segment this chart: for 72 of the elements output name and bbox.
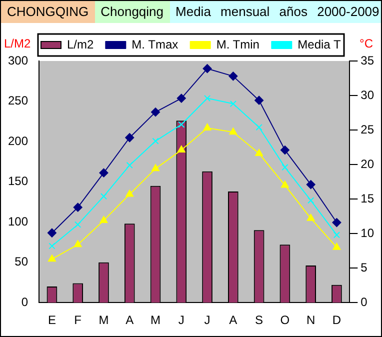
x-tick-label: J: [204, 313, 210, 328]
point: [332, 242, 341, 250]
chart-title: CHONGQING: [1, 1, 95, 23]
point: [151, 108, 160, 117]
point: [229, 128, 238, 135]
point: [47, 228, 56, 238]
y-tick-label: 0: [21, 294, 28, 309]
point: [178, 121, 185, 128]
x-tick-label: O: [280, 313, 290, 328]
point: [255, 149, 264, 156]
y2-tick-label: 35: [360, 53, 374, 68]
y2-tick-label: 0: [360, 294, 368, 309]
point: [254, 96, 264, 105]
x-tick-label: J: [178, 313, 184, 328]
y-tick-label: 200: [8, 134, 28, 148]
point: [280, 180, 289, 188]
x-tick-label: D: [332, 313, 342, 328]
legend-label: L/m2: [66, 37, 94, 52]
point: [176, 94, 186, 103]
y2-tick-label: 5: [360, 260, 368, 274]
x-tick-label: A: [126, 313, 134, 328]
point: [152, 164, 160, 172]
point: [100, 192, 108, 200]
y2-axis-title: °C: [360, 36, 374, 50]
point: [306, 214, 315, 221]
y-tick-label: 100: [8, 214, 28, 228]
point: [202, 64, 212, 74]
y2-tick-label: 20: [360, 156, 374, 171]
legend-label: Media T: [298, 37, 342, 52]
point: [282, 164, 288, 171]
point: [125, 133, 134, 142]
x-tick-label: M: [98, 313, 109, 328]
point: [74, 221, 82, 228]
legend-label: M. Tmax: [132, 37, 178, 52]
x-tick-label: A: [229, 313, 238, 328]
point: [99, 168, 108, 178]
point: [230, 100, 236, 108]
point: [332, 218, 342, 228]
point: [126, 190, 134, 197]
y2-tick-label: 25: [360, 122, 374, 136]
point: [307, 197, 314, 204]
point: [48, 254, 56, 262]
y-tick-label: 50: [14, 254, 28, 269]
x-tick-label: N: [306, 313, 316, 328]
x-tick-label: E: [48, 313, 56, 328]
point: [228, 72, 238, 81]
point: [280, 146, 290, 155]
text: Media mensual años 2000-2009: [170, 1, 382, 23]
point: [100, 216, 108, 223]
point: [204, 94, 211, 102]
y-tick-label: 150: [8, 174, 28, 188]
point: [306, 180, 316, 190]
point: [256, 124, 262, 131]
point: [177, 146, 186, 153]
point: [74, 240, 82, 248]
point: [126, 162, 133, 169]
y2-tick-label: 15: [360, 191, 374, 206]
legend-label: M. Tmin: [216, 37, 260, 52]
x-tick-label: S: [255, 313, 264, 328]
point: [48, 242, 56, 250]
x-tick-label: M: [150, 313, 161, 328]
y2-tick-label: 30: [360, 88, 374, 102]
y-tick-label: 300: [8, 53, 28, 68]
chart-subtitle: Chongqing: [94, 1, 170, 23]
y-axis-title: L/M2: [4, 36, 32, 50]
y2-tick-label: 10: [360, 226, 374, 240]
point: [333, 232, 340, 238]
point: [73, 202, 82, 212]
y-tick-label: 250: [8, 94, 28, 108]
point: [152, 138, 159, 144]
x-tick-label: F: [74, 313, 82, 328]
point: [203, 123, 212, 130]
